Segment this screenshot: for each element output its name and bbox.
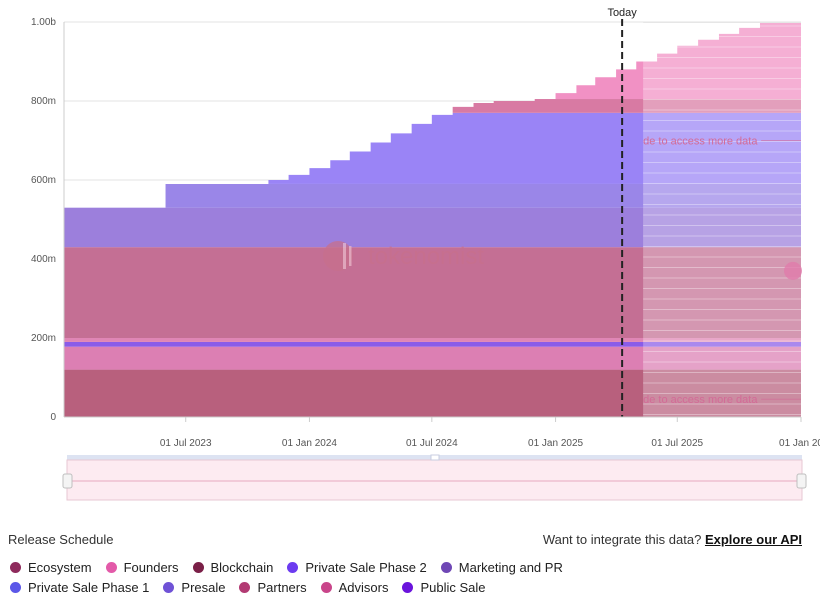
premium-overlay — [643, 22, 801, 417]
legend-label: Ecosystem — [28, 560, 92, 575]
legend-dot — [163, 582, 175, 593]
legend-label: Founders — [123, 560, 179, 575]
legend-dot — [10, 582, 21, 593]
legend-item-partners[interactable]: Partners — [239, 580, 307, 595]
x-tick-label: 01 Jul 2024 — [406, 438, 458, 449]
band-founders — [64, 346, 801, 370]
axes: 0 200m 400m 600m 800m 1.00b 01 Jul 2023 01 Jan … — [31, 17, 820, 449]
chart-legend: Ecosystem Founders Blockchain Private Sale … — [10, 560, 610, 600]
release-schedule-chart: de to access more data de to access more … — [31, 7, 820, 501]
premium-empty-region — [643, 22, 801, 23]
band-partners — [64, 247, 801, 338]
legend-dot — [239, 582, 251, 593]
band-presale — [64, 183, 801, 208]
navigator-scroll-thumb[interactable] — [430, 454, 440, 461]
legend-dot — [287, 562, 299, 573]
navigator-left-handle[interactable] — [62, 473, 73, 489]
legend-label: Private Sale Phase 2 — [305, 560, 427, 575]
legend-label: Advisors — [338, 580, 389, 595]
y-tick-label: 600m — [31, 175, 56, 186]
legend-label: Public Sale — [420, 580, 486, 595]
band-private-sale-phase-2 — [64, 341, 801, 347]
band-private-sale-phase-1 — [64, 207, 801, 248]
legend-label: Private Sale Phase 1 — [28, 580, 150, 595]
api-prompt: Want to integrate this data? — [542, 532, 702, 547]
explore-api-link[interactable]: Explore our API — [704, 532, 802, 547]
y-tick-label: 0 — [50, 412, 56, 423]
y-tick-label: 400m — [31, 254, 56, 265]
band-ecosystem — [64, 369, 801, 417]
legend-item-founders[interactable]: Founders — [105, 560, 179, 575]
upgrade-message: de to access more data — [643, 394, 758, 406]
x-tick-label: 01 Jan 2025 — [528, 438, 583, 449]
legend-item-public-sale[interactable]: Public Sale — [402, 580, 486, 595]
navigator-right-handle[interactable] — [796, 473, 807, 489]
y-tick-label: 200m — [31, 333, 56, 344]
x-tick-label: 01 Jan 20 — [779, 438, 820, 449]
watermark: tokenomist — [323, 241, 484, 271]
plot-area: de to access more data de to access more … — [64, 7, 802, 418]
legend-label: Partners — [257, 580, 307, 595]
legend-item-private-sale-phase-1[interactable]: Private Sale Phase 1 — [10, 580, 149, 595]
x-tick-label: 01 Jan 2024 — [282, 438, 337, 449]
legend-dot — [320, 582, 332, 593]
y-tick-label: 1.00b — [31, 17, 56, 28]
legend-item-private-sale-phase-2[interactable]: Private Sale Phase 2 — [287, 560, 427, 575]
legend-item-blockchain[interactable]: Blockchain — [192, 560, 274, 575]
legend-item-ecosystem[interactable]: Ecosystem — [10, 560, 92, 575]
y-tick-label: 800m — [31, 96, 56, 107]
legend-dot — [10, 562, 21, 573]
legend-item-presale[interactable]: Presale — [163, 580, 225, 595]
api-promo: Want to integrate this data? Explore our… — [543, 532, 802, 547]
today-label: Today — [607, 7, 637, 19]
watermark-logo-bar — [343, 243, 346, 269]
release-schedule-title: Release Schedule — [8, 532, 114, 547]
legend-dot — [105, 562, 117, 573]
navigator-window[interactable] — [66, 459, 803, 501]
watermark-logo-icon — [323, 241, 353, 271]
premium-logo-fragment — [784, 261, 802, 280]
legend-dot — [192, 562, 204, 573]
legend-dot — [440, 562, 452, 573]
x-tick-label: 01 Jul 2023 — [160, 438, 212, 449]
band-advisors — [64, 338, 801, 342]
x-tick-label: 01 Jul 2025 — [651, 438, 703, 449]
range-navigator[interactable] — [62, 454, 807, 501]
watermark-logo-bar — [349, 246, 352, 266]
legend-label: Marketing and PR — [458, 560, 563, 575]
upgrade-message: de to access more data — [643, 136, 758, 148]
legend-item-advisors[interactable]: Advisors — [320, 580, 389, 595]
watermark-text: tokenomist — [368, 243, 484, 270]
legend-item-marketing-and-pr[interactable]: Marketing and PR — [440, 560, 563, 575]
legend-label: Blockchain — [210, 560, 274, 575]
legend-label: Presale — [181, 580, 226, 595]
legend-dot — [402, 582, 414, 593]
